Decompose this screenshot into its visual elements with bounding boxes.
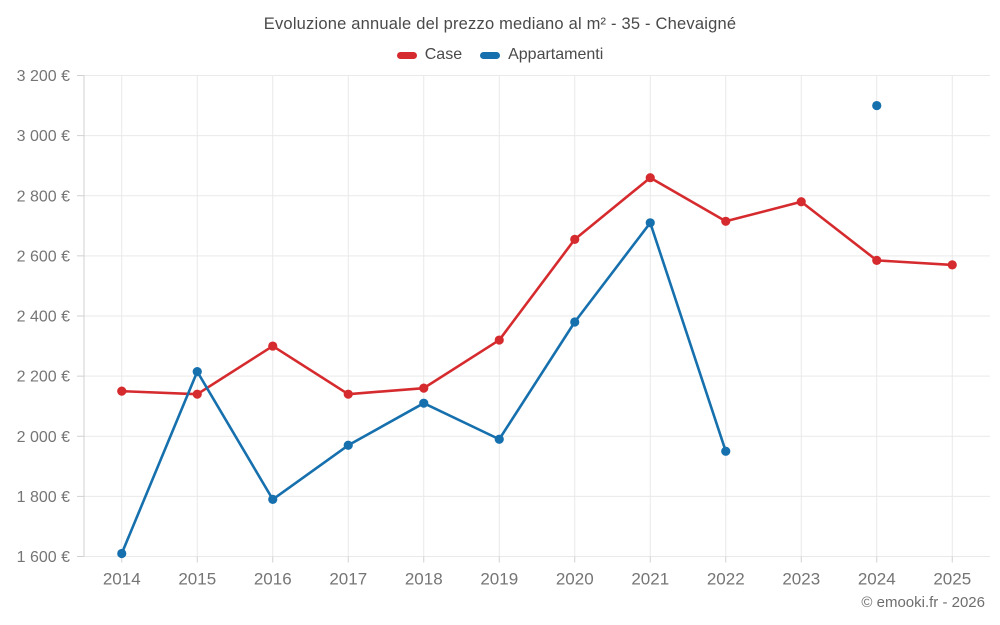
case-line (120, 176, 954, 396)
appartamenti-marker-2015[interactable] (192, 367, 202, 377)
case-marker-2021[interactable] (645, 173, 655, 183)
y-tick-label: 2 200 € (17, 369, 70, 386)
x-tick-label: 2017 (329, 570, 367, 589)
legend-item-case[interactable]: Case (396, 46, 463, 64)
x-tick-label: 2015 (178, 570, 216, 589)
appartamenti-marker-2016[interactable] (268, 494, 278, 504)
y-tick-label: 2 600 € (17, 248, 70, 265)
legend: Case Appartamenti (0, 46, 1000, 64)
case-swatch-icon (396, 51, 417, 59)
appartamenti-marker-2017[interactable] (343, 440, 353, 450)
x-tick-label: 2021 (631, 570, 669, 589)
copyright: © emooki.fr - 2026 (861, 594, 985, 611)
x-tick-label: 2018 (405, 570, 443, 589)
x-tick-label: 2016 (254, 570, 292, 589)
x-tick-label: 2025 (933, 570, 971, 589)
x-tick-label: 2024 (858, 570, 896, 589)
case-marker-2022[interactable] (721, 216, 731, 226)
appartamenti-marker-2019[interactable] (494, 434, 504, 444)
legend-label-case: Case (424, 46, 463, 63)
appartamenti-swatch-icon (480, 51, 501, 59)
case-marker-2023[interactable] (796, 197, 806, 207)
legend-item-appartamenti[interactable]: Appartamenti (480, 46, 603, 64)
appartamenti-marker-2021[interactable] (645, 218, 655, 228)
case-marker-2017[interactable] (343, 389, 353, 399)
x-tick-label: 2020 (556, 570, 594, 589)
chart-title: Evoluzione annuale del prezzo mediano al… (263, 15, 737, 33)
x-tick-label: 2019 (480, 570, 518, 589)
y-tick-label: 3 200 € (17, 68, 70, 85)
y-tick-label: 1 800 € (17, 489, 70, 506)
case-marker-2019[interactable] (494, 335, 504, 345)
legend-label-appartamenti: Appartamenti (508, 46, 604, 63)
case-marker-2014[interactable] (117, 386, 127, 396)
case-marker-2015[interactable] (192, 389, 202, 399)
x-tick-label: 2014 (103, 570, 141, 589)
x-tick-label: 2022 (707, 570, 745, 589)
case-marker-2016[interactable] (268, 341, 278, 351)
appartamenti-marker-2022[interactable] (721, 446, 731, 456)
y-tick-label: 2 400 € (17, 309, 70, 326)
y-tick-label: 1 600 € (17, 549, 70, 566)
y-tick-label: 3 000 € (17, 128, 70, 145)
x-tick-label: 2023 (782, 570, 820, 589)
appartamenti-marker-2014[interactable] (117, 548, 127, 559)
appartamenti-marker-2020[interactable] (570, 317, 580, 327)
appartamenti-marker-2024[interactable] (872, 100, 882, 111)
case-marker-2024[interactable] (872, 255, 882, 265)
appartamenti-marker-2018[interactable] (419, 398, 429, 408)
y-tick-label: 2 000 € (17, 429, 70, 446)
case-marker-2025[interactable] (947, 260, 957, 270)
case-marker-2020[interactable] (570, 234, 580, 244)
case-marker-2018[interactable] (419, 383, 429, 393)
y-tick-label: 2 800 € (17, 188, 70, 205)
